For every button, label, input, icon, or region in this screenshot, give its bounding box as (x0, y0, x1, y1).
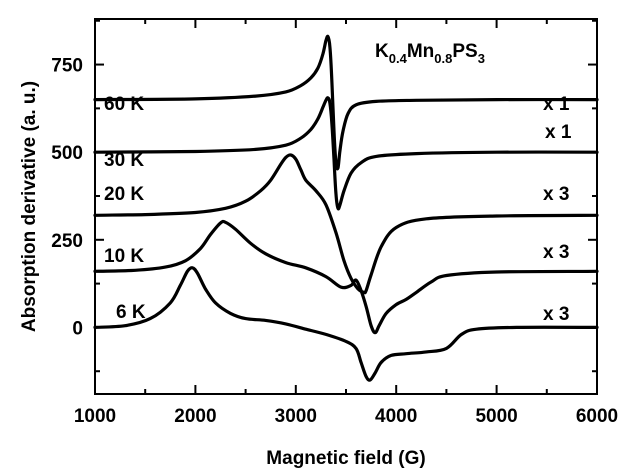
series-label-20k: 20 K (104, 184, 144, 205)
series-label-30k: 30 K (104, 150, 144, 171)
series-curves (93, 34, 599, 382)
title-part: Mn (407, 41, 434, 62)
plot-frame (94, 18, 598, 395)
x-tick-label: 3000 (275, 406, 317, 427)
series-labels: 60 K 30 K 20 K 10 K 6 K (104, 94, 146, 323)
series-line-6k (93, 266, 599, 382)
series-label-60k: 60 K (104, 94, 144, 115)
series-scale-20k: x 3 (543, 184, 569, 205)
series-scale-6k: x 3 (543, 304, 569, 325)
series-scale-labels: x 1 x 1 x 3 x 3 x 3 (543, 94, 572, 325)
x-axis-label: Magnetic field (G) (266, 448, 425, 469)
y-tick-label: 250 (51, 231, 83, 252)
series-label-10k: 10 K (104, 246, 144, 267)
series-line-60k (93, 34, 599, 171)
y-tick-label: 0 (72, 318, 83, 339)
chart-title: K0.4Mn0.8PS3 (375, 41, 485, 66)
x-tick-label: 1000 (74, 406, 116, 427)
plot-area-border (94, 18, 598, 395)
y-tick-label: 750 (51, 56, 83, 77)
title-part: K (375, 41, 389, 62)
title-subscript: 0.4 (389, 51, 408, 66)
x-tick-label: 5000 (475, 406, 517, 427)
x-tick-label: 6000 (576, 406, 618, 427)
series-line-10k (93, 219, 599, 335)
series-scale-10k: x 3 (543, 242, 569, 263)
axis-ticks (94, 19, 598, 394)
y-tick-label: 500 (51, 143, 83, 164)
title-subscript: 3 (478, 51, 485, 66)
y-axis-label: Absorption derivative (a. u.) (19, 81, 40, 332)
axis-tick-labels: 1000 2000 3000 4000 5000 6000 0 250 500 750 (51, 56, 618, 427)
x-tick-label: 4000 (375, 406, 417, 427)
title-subscript: 0.8 (434, 51, 452, 66)
series-scale-60k: x 1 (543, 94, 570, 115)
x-tick-label: 2000 (174, 406, 216, 427)
series-scale-30k: x 1 (545, 122, 572, 143)
series-label-6k: 6 K (116, 302, 146, 323)
series-line-20k (93, 153, 599, 295)
title-part: PS (452, 41, 477, 62)
series-line-30k (93, 96, 599, 211)
